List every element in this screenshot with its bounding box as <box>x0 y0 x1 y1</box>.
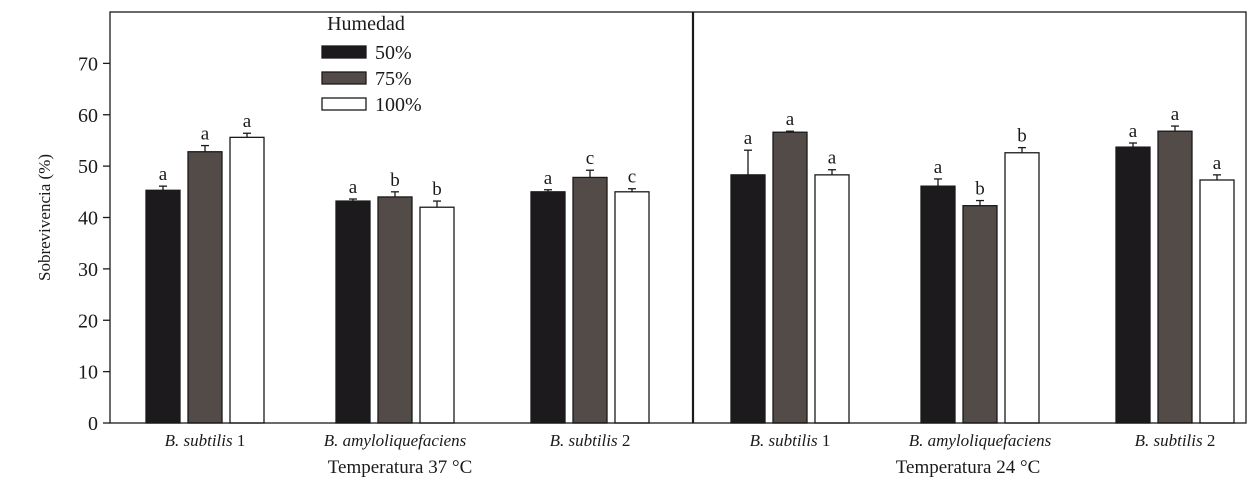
plot-frame <box>109 11 1247 424</box>
bar <box>814 174 850 424</box>
group-label: B. subtilis 1 <box>750 431 831 450</box>
bar <box>187 151 223 424</box>
legend-swatch <box>321 97 367 111</box>
group-label: B. amyloliquefaciens <box>909 431 1052 450</box>
group-label: B. amyloliquefaciens <box>324 431 467 450</box>
bar <box>962 205 998 424</box>
group-label: B. subtilis 1 <box>165 431 246 450</box>
bar <box>145 189 181 424</box>
legend-title: Humedad <box>327 13 405 35</box>
legend-swatch <box>321 71 367 85</box>
bar <box>1004 152 1040 424</box>
bar <box>530 191 566 424</box>
significance-letter: a <box>243 111 252 132</box>
significance-letter: b <box>975 179 985 200</box>
bar <box>419 206 455 424</box>
significance-letter: a <box>1129 121 1138 142</box>
bar <box>772 131 808 424</box>
significance-letter: a <box>828 148 837 169</box>
significance-letter: a <box>786 109 795 130</box>
significance-letter: c <box>586 148 594 169</box>
significance-letter: b <box>1017 126 1027 147</box>
legend-entry: 100% <box>375 94 422 116</box>
bar <box>730 174 766 424</box>
y-tick-label: 10 <box>78 362 98 384</box>
y-axis-label: Sobrevivencia (%) <box>35 154 54 281</box>
y-tick-label: 0 <box>88 413 98 435</box>
bar <box>614 191 650 424</box>
bar <box>920 185 956 424</box>
y-tick-label: 30 <box>78 259 98 281</box>
bar <box>1157 130 1193 424</box>
y-tick-label: 20 <box>78 310 98 332</box>
bar <box>229 136 265 424</box>
significance-letter: a <box>934 157 943 178</box>
bar <box>572 176 608 424</box>
bar <box>1199 179 1235 424</box>
y-tick-label: 70 <box>78 53 98 75</box>
bar <box>335 200 371 424</box>
condition-label: Temperatura 24 °C <box>896 457 1041 478</box>
significance-letter: a <box>349 177 358 198</box>
y-tick-label: 40 <box>78 208 98 230</box>
legend-swatch <box>321 45 367 59</box>
significance-letter: b <box>432 179 442 200</box>
legend-entry: 75% <box>375 68 412 90</box>
significance-letter: a <box>201 124 210 145</box>
group-label: B. subtilis 2 <box>1135 431 1216 450</box>
significance-letter: b <box>390 170 400 191</box>
group-label: B. subtilis 2 <box>550 431 631 450</box>
significance-letter: a <box>544 168 553 189</box>
legend-entry: 50% <box>375 42 412 64</box>
significance-letter: a <box>1213 153 1222 174</box>
significance-letter: a <box>1171 104 1180 125</box>
condition-label: Temperatura 37 °C <box>328 457 473 478</box>
bar <box>377 196 413 424</box>
significance-letter: c <box>628 167 636 188</box>
significance-letter: a <box>744 128 753 149</box>
y-tick-label: 50 <box>78 156 98 178</box>
bar <box>1115 146 1151 424</box>
y-tick-label: 60 <box>78 105 98 127</box>
significance-letter: a <box>159 164 168 185</box>
